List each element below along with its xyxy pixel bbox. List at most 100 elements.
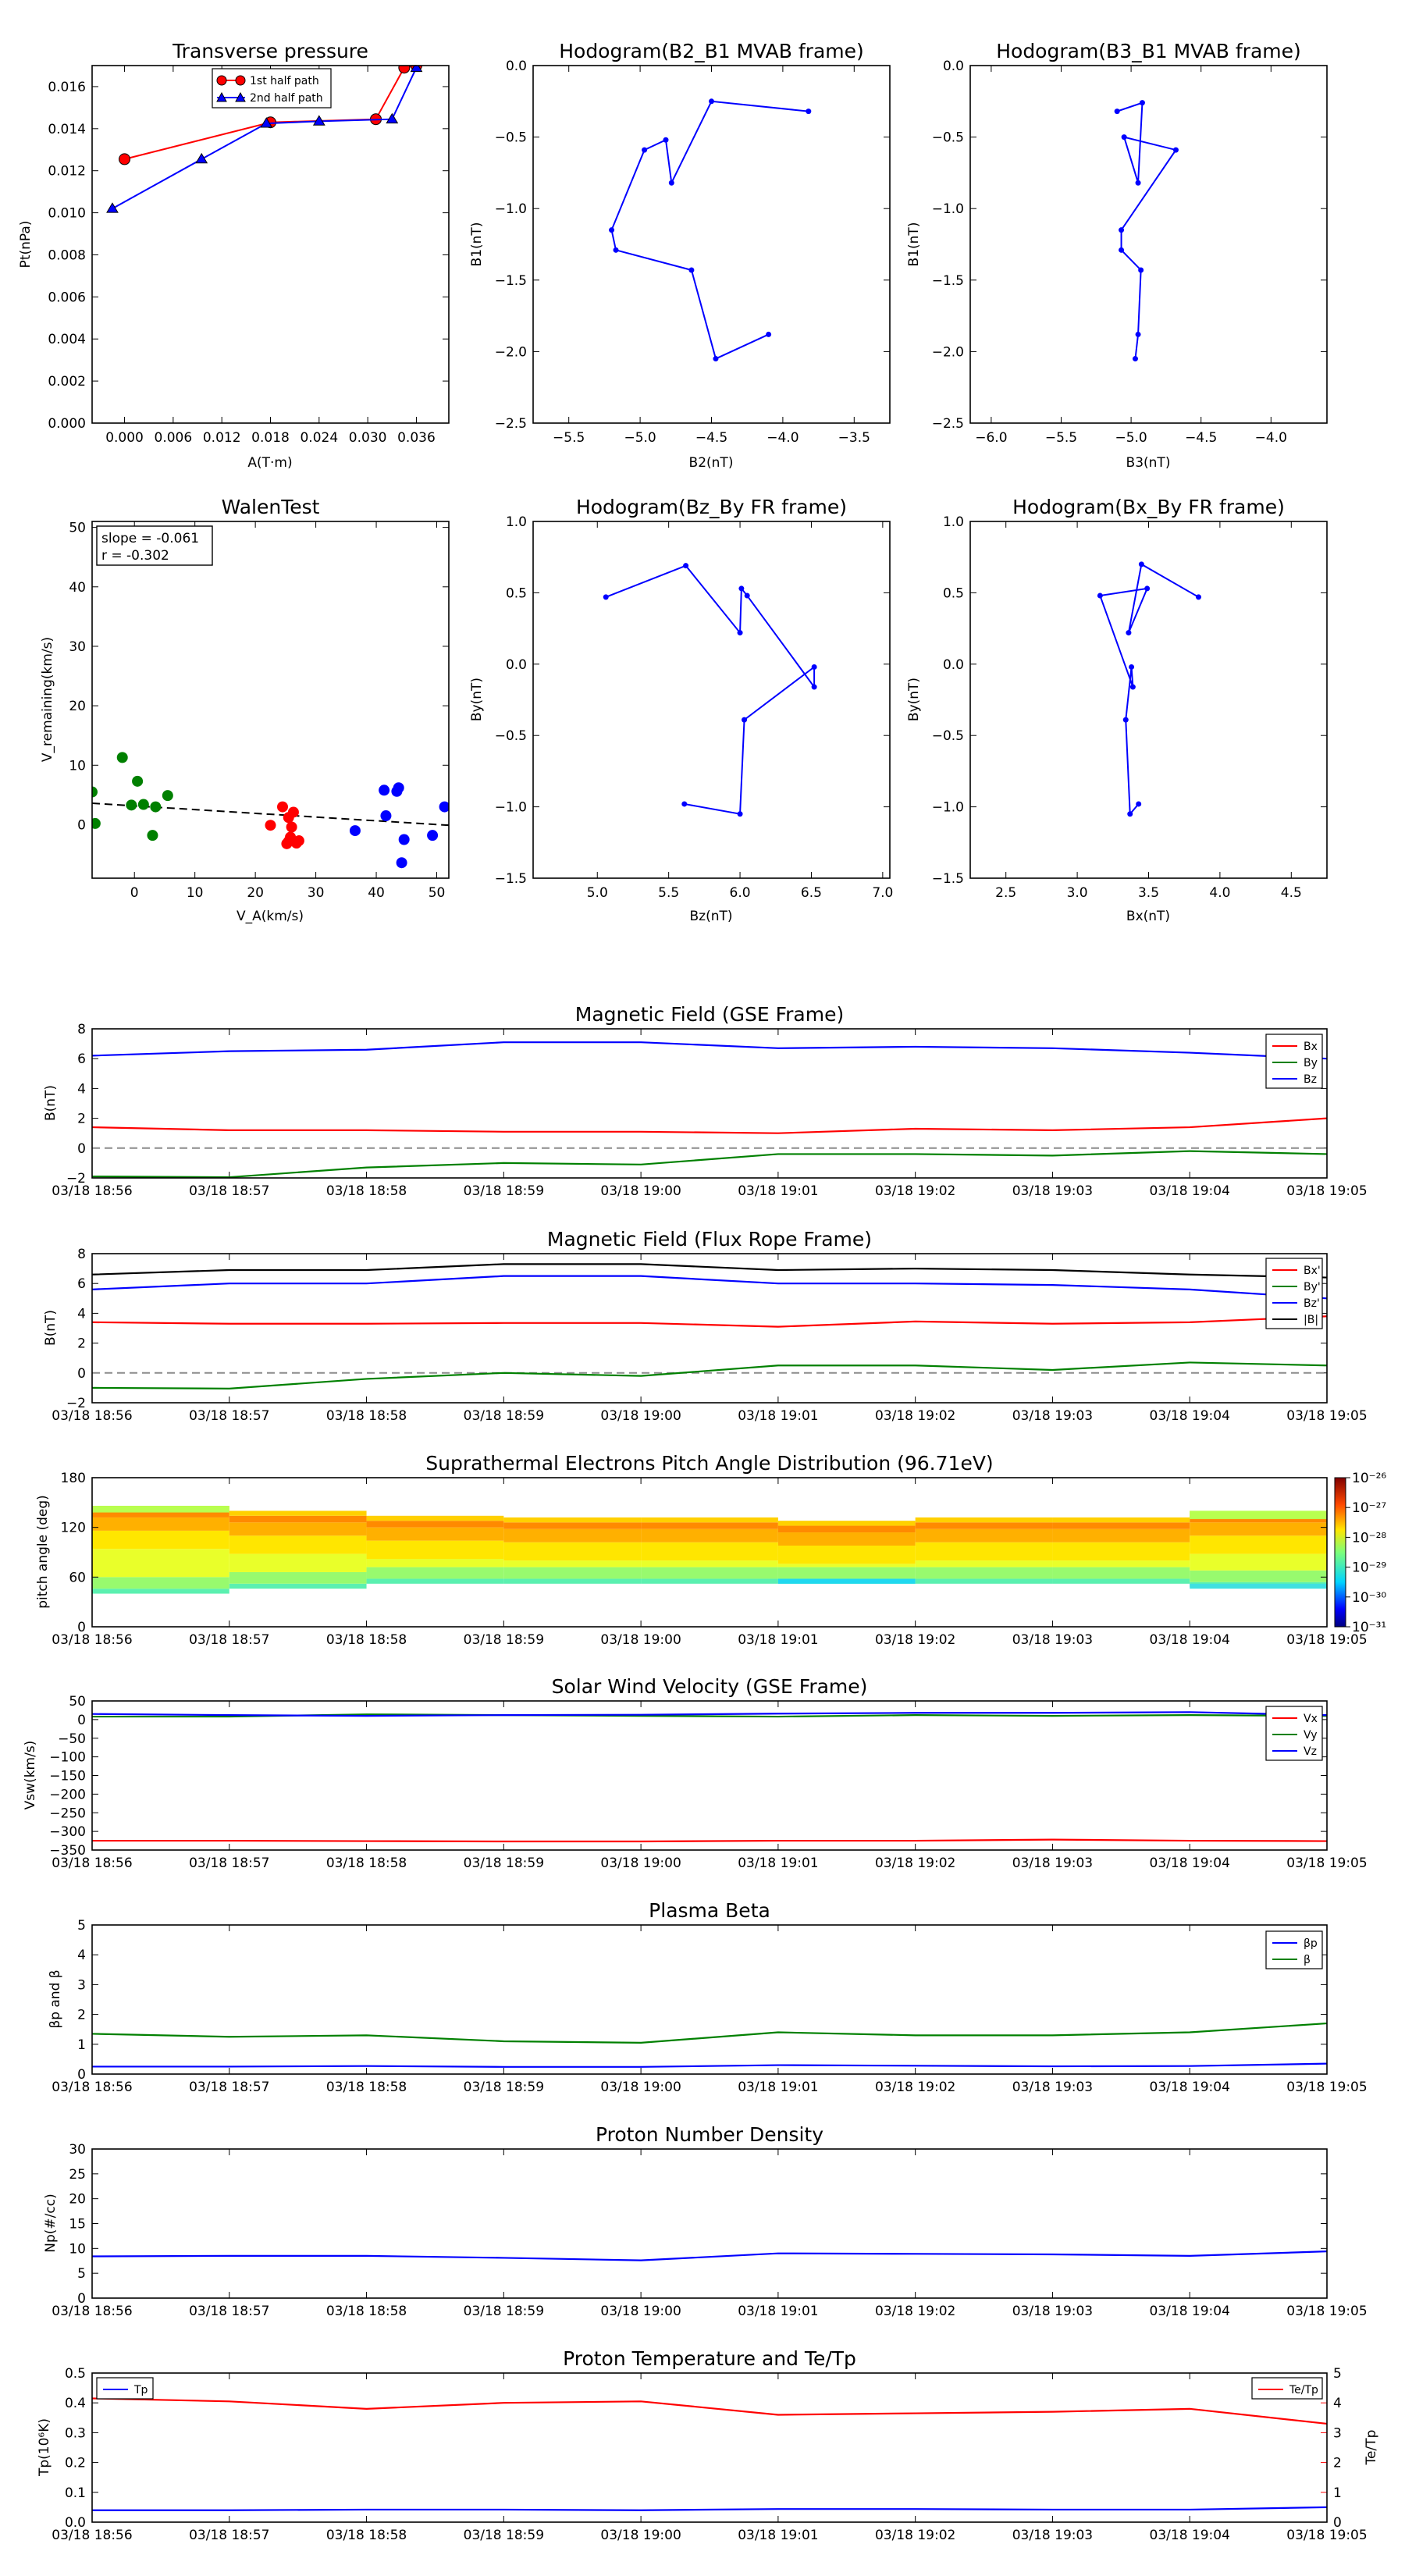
- pad-time-label: 03/18 18:58: [326, 1632, 407, 1648]
- pt-point: [398, 66, 411, 74]
- h2-title: Hodogram(B3_B1 MVAB frame): [996, 40, 1301, 62]
- walen-point: [286, 821, 297, 833]
- walen-r-text: r = -0.302: [101, 548, 169, 564]
- pad-heatmap-cell: [1190, 1583, 1327, 1589]
- walen-xtick-label: 0: [130, 885, 139, 901]
- pt-ylabel: Pt(nPa): [18, 221, 34, 269]
- bgse-ytick-label: 8: [77, 1022, 86, 1037]
- pad-heatmap-cell: [229, 1515, 367, 1523]
- walen-ytick-label: 30: [69, 639, 86, 655]
- h2-point: [1121, 134, 1127, 141]
- tp-legend-label: Te/Tp: [1289, 2384, 1318, 2396]
- bgse-time-label: 03/18 18:59: [464, 1183, 544, 1199]
- walen-point: [276, 801, 288, 813]
- pt-legend-box: [212, 68, 332, 109]
- bfr-time-label: 03/18 19:02: [875, 1408, 955, 1424]
- walen-xtick-label: 50: [429, 885, 446, 901]
- h3-series-line: [605, 564, 816, 815]
- pad-time-label: 03/18 19:02: [875, 1632, 955, 1648]
- pad-heatmap-cell: [229, 1571, 367, 1584]
- h3-point: [737, 811, 743, 817]
- h2-series-line: [1116, 101, 1178, 359]
- pt-point: [410, 66, 423, 73]
- pt-xtick-label: 0.018: [251, 430, 290, 446]
- bfr-time-label: 03/18 19:00: [600, 1408, 681, 1424]
- h1-point: [642, 147, 648, 153]
- h3-xtick-label: 6.0: [730, 885, 751, 901]
- beta-frame: [91, 1924, 1328, 2075]
- pt-xtick-label: 0.030: [349, 430, 387, 446]
- walen-point: [137, 799, 149, 810]
- tp-panel: 03/18 18:56 03/18 18:57 03/18 18:58 03/18 1…: [37, 2347, 1379, 2543]
- pt-xtick-label: 0.036: [397, 430, 436, 446]
- pt-xtick-label: 0.000: [105, 430, 144, 446]
- pad-heatmap-cell: [1052, 1517, 1190, 1523]
- h3-xtick-label: 6.5: [801, 885, 822, 901]
- tp-y2tick-label: 0: [1333, 2515, 1342, 2531]
- np-time-label: 03/18 18:58: [326, 2304, 407, 2319]
- walen-title: WalenTest: [222, 496, 320, 518]
- bfr-time-label: 03/18 18:57: [189, 1408, 269, 1424]
- tp-time-label: 03/18 18:56: [52, 2528, 132, 2543]
- np-ytick-label: 30: [69, 2142, 86, 2158]
- vsw-time-label: 03/18 18:59: [464, 1856, 544, 1871]
- beta-legend-box: [1265, 1930, 1323, 1969]
- vsw-legend-label: Vy: [1304, 1729, 1318, 1742]
- walen-annotation-box: [96, 525, 213, 566]
- walen-point: [116, 752, 128, 763]
- vsw-time-label: 03/18 19:01: [738, 1856, 818, 1871]
- pad-heatmap-cell: [229, 1553, 367, 1572]
- pad-title: Suprathermal Electrons Pitch Angle Distr…: [425, 1452, 993, 1475]
- tp-y2tick-label: 1: [1333, 2485, 1342, 2501]
- pad-heatmap-cell: [641, 1528, 778, 1542]
- h4-panel: 2.5 3.0 3.5 4.0 4.5 1.0 0.5 0.0 −0.5 −1.0 −1.5 Hodo…: [906, 496, 1328, 924]
- walen-point: [439, 801, 449, 813]
- vsw-legend-label: Vx: [1304, 1713, 1318, 1725]
- vsw-time-label: 03/18 19:05: [1286, 1856, 1367, 1871]
- walen-point: [293, 835, 304, 847]
- walen-ytick-label: 50: [69, 521, 86, 536]
- h4-point: [1097, 592, 1103, 599]
- pt-ytick-label: 0.016: [48, 80, 86, 95]
- bfr-time-label: 03/18 19:01: [738, 1408, 818, 1424]
- pad-heatmap-cell: [503, 1578, 642, 1584]
- h2-panel: −6.0 −5.5 −5.0 −4.5 −4.0 0.0 −0.5 −1.0 −1.5 −2.0 −…: [906, 40, 1328, 471]
- tp-ytick-label: 0.0: [65, 2515, 86, 2531]
- pt-point: [260, 117, 273, 128]
- vsw-ytick-label: −350: [49, 1843, 86, 1859]
- bgse-time-label: 03/18 18:58: [326, 1183, 407, 1199]
- walen-point: [265, 820, 276, 831]
- pad-heatmap-cell: [92, 1530, 229, 1550]
- tp-series-Te/Tp: [91, 2397, 1328, 2425]
- beta-ylabel: βp and β: [48, 1969, 63, 2028]
- h2-ytick-label: −2.5: [932, 416, 964, 432]
- tp-ytick-label: 0.1: [65, 2485, 86, 2501]
- h2-ytick-label: 0.0: [943, 59, 964, 74]
- walen-annotation: slope = -0.061 r = -0.302: [96, 525, 213, 566]
- pad-time-label: 03/18 19:00: [600, 1632, 681, 1648]
- walen-xlabel: V_A(km/s): [237, 909, 304, 924]
- tp-y2tick-label: 5: [1333, 2366, 1342, 2382]
- pad-heatmap-cell: [92, 1517, 229, 1531]
- bgse-time-label: 03/18 19:04: [1150, 1183, 1230, 1199]
- pt-point: [106, 202, 119, 213]
- pad-heatmap-cell: [366, 1540, 504, 1559]
- pt-ytick-label: 0.000: [48, 416, 86, 432]
- walen-point: [162, 790, 173, 802]
- h4-point: [1195, 594, 1201, 600]
- pad-panel: 03/18 18:56 03/18 18:57 03/18 18:58 03/18 1…: [35, 1452, 1386, 1648]
- pt-legend: 1st half path 2nd half path: [212, 68, 332, 109]
- pt-legend-marker: [216, 91, 227, 102]
- vsw-time-label: 03/18 19:00: [600, 1856, 681, 1871]
- pad-heatmap-cell: [641, 1567, 778, 1579]
- walen-ytick-label: 40: [69, 580, 86, 596]
- walen-xtick-label: 40: [368, 885, 385, 901]
- pad-heatmap-cell: [1052, 1522, 1190, 1529]
- h4-point: [1126, 630, 1132, 636]
- bfr-series-Bx': [91, 1315, 1328, 1328]
- bgse-time-label: 03/18 19:05: [1286, 1183, 1367, 1199]
- beta-time-label: 03/18 19:02: [875, 2080, 955, 2095]
- pad-ylabel: pitch angle (deg): [35, 1495, 51, 1609]
- walen-point: [379, 785, 390, 796]
- vsw-legend-label: Vz: [1304, 1745, 1317, 1758]
